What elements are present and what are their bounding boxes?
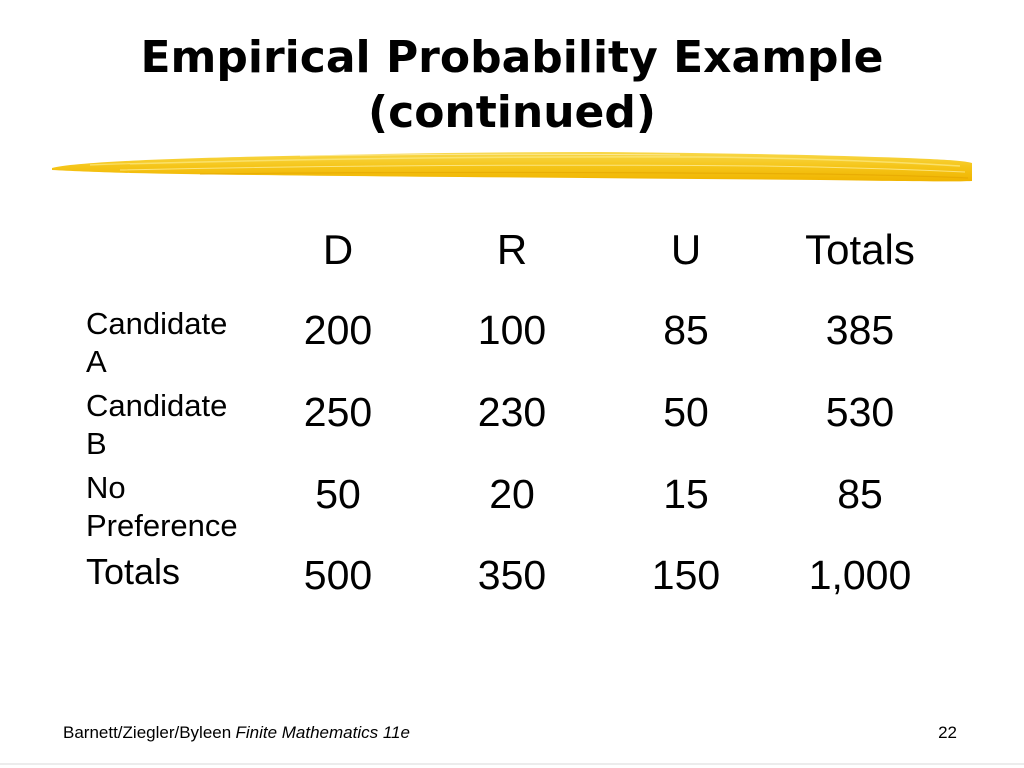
slide-title-line-2: (continued): [368, 87, 656, 138]
table-cell-grand-total: 1,000: [808, 552, 912, 598]
row-label-candidate-a: Candidate A: [86, 306, 228, 379]
table-cell-total: 150: [651, 552, 721, 598]
row-label-candidate-b: Candidate B: [86, 388, 228, 461]
slide-footer: Barnett/Ziegler/Byleen Finite Mathematics…: [63, 723, 410, 743]
table-cell: 230: [477, 389, 547, 435]
yellow-brush-stroke-divider: [52, 152, 972, 182]
table-cell: 385: [825, 307, 895, 353]
slide-title: Empirical Probability Example (continued…: [0, 30, 1024, 140]
bottom-divider: [0, 763, 1024, 765]
table-cell: 250: [303, 389, 373, 435]
table-cell: 85: [663, 307, 709, 353]
column-header-u: U: [670, 226, 702, 273]
table-cell: 50: [663, 389, 709, 435]
table-cell: 100: [477, 307, 547, 353]
table-cell: 15: [663, 471, 709, 517]
table-cell: 85: [837, 471, 883, 517]
slide-number: 22: [938, 723, 957, 742]
table-cell-total: 350: [477, 552, 547, 598]
table-cell-total: 500: [303, 552, 373, 598]
row-label-no-preference: No Preference: [86, 470, 238, 543]
column-header-r: R: [496, 226, 528, 273]
table-cell: 50: [315, 471, 361, 517]
footer-authors: Barnett/Ziegler/Byleen: [63, 723, 232, 742]
table-cell: 200: [303, 307, 373, 353]
footer-book-title: Finite Mathematics 11e: [235, 723, 410, 742]
row-label-totals: Totals: [86, 551, 181, 592]
table-cell: 530: [825, 389, 895, 435]
column-header-totals: Totals: [805, 226, 915, 273]
slide-title-line-1: Empirical Probability Example: [140, 32, 884, 83]
column-header-d: D: [322, 226, 354, 273]
table-cell: 20: [489, 471, 535, 517]
